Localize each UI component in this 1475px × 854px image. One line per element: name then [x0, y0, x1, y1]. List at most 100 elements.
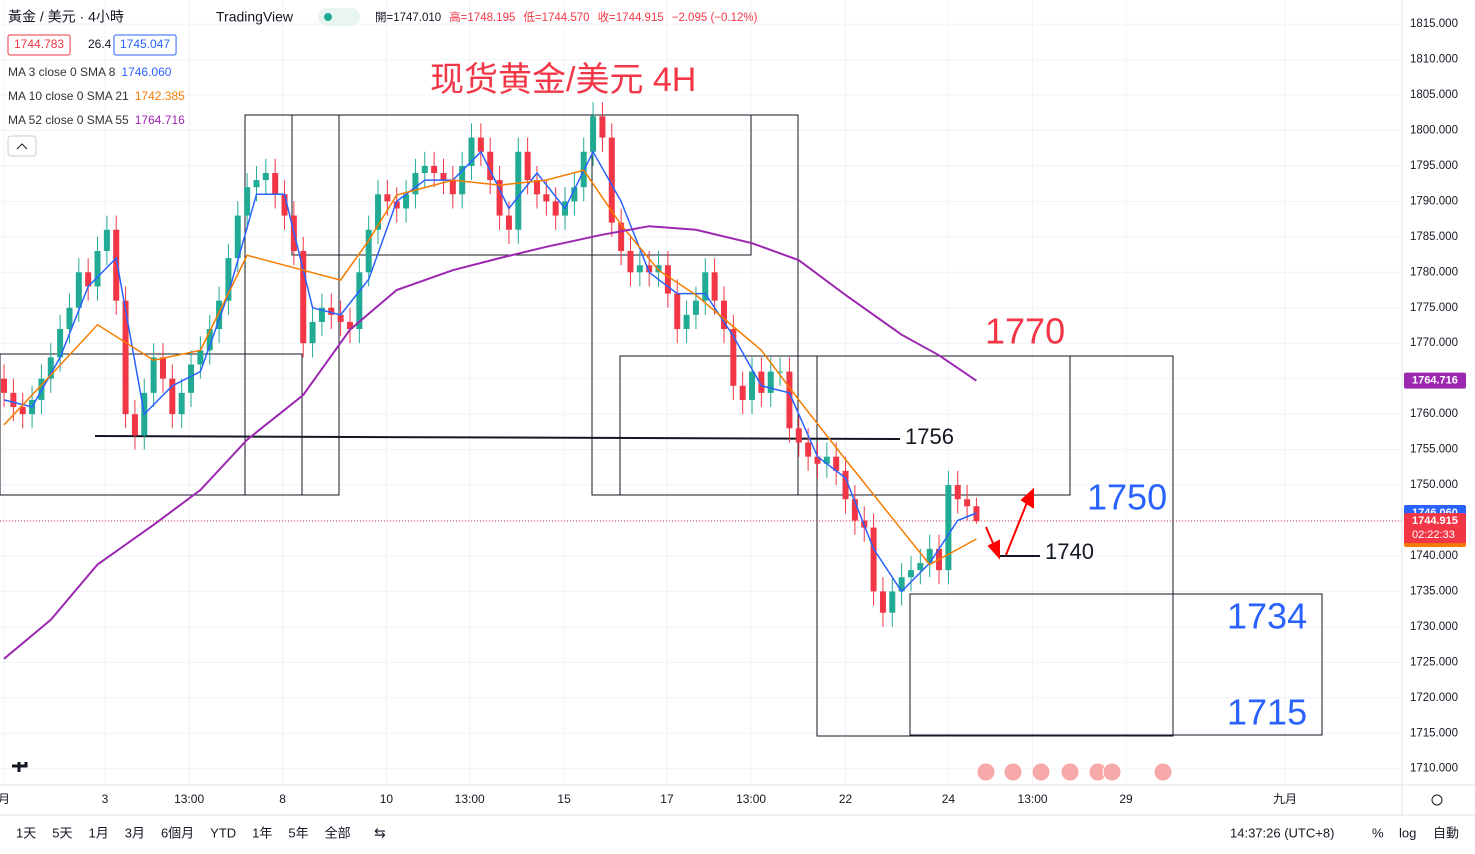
- x-tick-label: 月: [0, 792, 10, 806]
- collapse-icon: [16, 143, 28, 150]
- event-flag[interactable]: [976, 762, 996, 782]
- ohlc-value: 高=1748.195: [449, 10, 515, 24]
- event-flag[interactable]: [1153, 762, 1173, 782]
- y-axis: 1815.000 1810.000 1805.000 1800.000 1795.000…: [1404, 18, 1466, 775]
- candle-body: [66, 307, 73, 330]
- toolbar: 1天 5天 1月 3月 6個月 YTD 1年 5年 全部 14:37:26 (UTC+8)% log…: [16, 825, 1459, 840]
- y-tick-label: 1730.000: [1410, 621, 1458, 633]
- symbol[interactable]: 黃金 / 美元 · 4小時: [8, 9, 124, 25]
- quote-value: 1744.783: [14, 37, 64, 51]
- candle-body: [337, 314, 344, 322]
- event-flag[interactable]: [1060, 762, 1080, 782]
- status-pill: [318, 8, 360, 26]
- candle-body: [599, 116, 606, 138]
- legend-name[interactable]: MA 3 close 0 SMA 8: [8, 65, 116, 79]
- x-axis: 月 3 13:00 8 10 13:00 15 17 13:00 22 24 13:00 29 九月: [0, 792, 1297, 806]
- grid: [0, 0, 1402, 785]
- last-price-badge: [1404, 513, 1466, 544]
- range-button[interactable]: 1年: [252, 825, 272, 840]
- annotation: 1740: [1045, 539, 1094, 564]
- candle-body: [926, 548, 933, 564]
- x-tick-label: 29: [1119, 792, 1133, 806]
- candle-body: [533, 180, 540, 195]
- x-tick-label: 九月: [1273, 792, 1297, 806]
- settings-icon[interactable]: [1431, 794, 1443, 806]
- scale-button[interactable]: log: [1399, 825, 1416, 840]
- candle-body: [375, 194, 382, 230]
- quote-box: [7, 34, 71, 56]
- legend-name[interactable]: MA 52 close 0 SMA 55: [8, 113, 129, 127]
- candle-body: [608, 137, 615, 223]
- candle-body: [234, 215, 241, 259]
- candle-body: [786, 371, 793, 429]
- range-button[interactable]: 5年: [288, 825, 308, 840]
- range-button[interactable]: 全部: [325, 825, 351, 840]
- x-tick-label: 24: [942, 792, 956, 806]
- candle-body: [814, 456, 821, 464]
- ma-line: [3, 225, 977, 660]
- candle-body: [253, 180, 260, 188]
- quote-box: [113, 34, 177, 56]
- candle-body: [113, 229, 120, 301]
- range-button[interactable]: 5天: [52, 825, 72, 840]
- candle-body: [552, 201, 559, 216]
- candle-body: [749, 371, 756, 400]
- range-button[interactable]: 6個月: [161, 825, 194, 840]
- range-button[interactable]: 3月: [125, 825, 145, 840]
- annotation: 1734: [1227, 596, 1307, 637]
- box: [816, 355, 1174, 737]
- candle-body: [57, 329, 64, 358]
- x-tick-label: 22: [839, 792, 853, 806]
- scale-button[interactable]: %: [1372, 825, 1384, 840]
- event-flag[interactable]: [1031, 762, 1051, 782]
- range-button[interactable]: 1月: [88, 825, 108, 840]
- legend-value: 1764.716: [135, 113, 185, 127]
- price-badge: [1404, 372, 1466, 389]
- quote-value: 1745.047: [120, 37, 170, 51]
- candle-body: [103, 229, 110, 252]
- y-tick-label: 1760.000: [1410, 408, 1458, 420]
- candle-body: [636, 265, 643, 273]
- collapse-button[interactable]: [7, 135, 37, 157]
- candle-body: [346, 321, 353, 330]
- y-tick-label: 1725.000: [1410, 656, 1458, 668]
- candle-body: [515, 151, 522, 230]
- candle-body: [318, 307, 325, 322]
- candle-body: [150, 357, 157, 393]
- range-button[interactable]: YTD: [210, 825, 236, 840]
- y-tick-label: 1815.000: [1410, 18, 1458, 30]
- event-flag[interactable]: [1102, 762, 1122, 782]
- candle-body: [627, 251, 634, 273]
- candle-body: [842, 470, 849, 500]
- x-tick-label: 13:00: [1018, 792, 1048, 806]
- legend-name[interactable]: MA 10 close 0 SMA 21: [8, 89, 129, 103]
- candle-body: [131, 414, 138, 436]
- annotation: 1715: [1227, 692, 1307, 733]
- range-button[interactable]: 1天: [16, 825, 36, 840]
- x-tick-label: 13:00: [455, 792, 485, 806]
- event-flag[interactable]: [1003, 762, 1023, 782]
- candle-body: [1, 378, 8, 393]
- x-tick-label: 15: [557, 792, 571, 806]
- y-tick-label: 1810.000: [1410, 54, 1458, 66]
- x-tick-label: 17: [660, 792, 674, 806]
- scale-button[interactable]: 自動: [1433, 825, 1459, 840]
- candle-body: [618, 222, 625, 252]
- legend: MA 3 close 0 SMA 8 1746.060 MA 10 close 0 …: [8, 65, 185, 127]
- candle-body: [122, 300, 129, 415]
- candle-body: [805, 442, 812, 457]
- compare-icon[interactable]: ⇆: [374, 825, 386, 841]
- y-tick-label: 1710.000: [1410, 763, 1458, 775]
- candle-body: [169, 378, 176, 415]
- candle-body: [945, 485, 952, 571]
- ohlc-header: 開=1747.010 高=1748.195 低=1744.570 收=1744.915…: [375, 10, 758, 24]
- annotation: 1756: [905, 424, 954, 449]
- candle-body: [356, 272, 363, 330]
- candle-body: [711, 272, 718, 301]
- candle-body: [907, 570, 914, 578]
- candle-body: [75, 272, 82, 308]
- price-badge-label: 1764.716: [1412, 375, 1458, 387]
- y-tick-label: 1805.000: [1410, 89, 1458, 101]
